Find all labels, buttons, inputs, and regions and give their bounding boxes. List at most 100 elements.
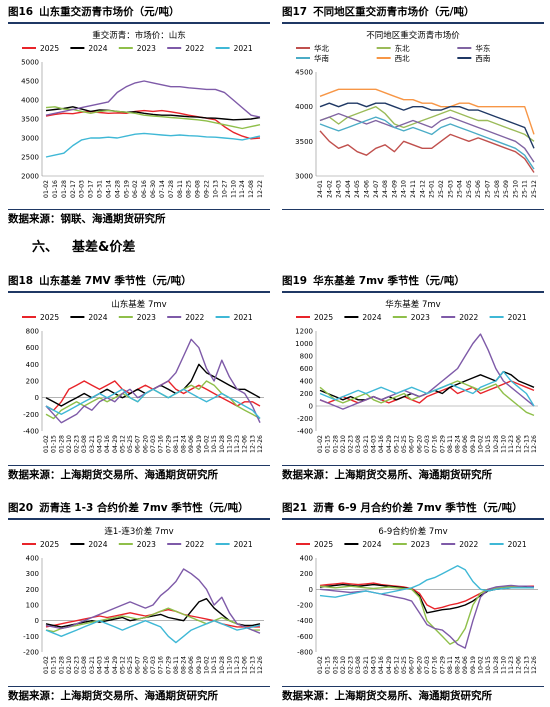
x-tick-label: 03-08 [81,435,88,453]
x-tick-label: 25-09 [503,180,510,198]
x-tick-label: 24-09 [391,180,398,198]
x-tick-label: 12-22 [257,180,264,198]
y-tick-label: 600 [26,344,39,352]
x-tick-label: 07-29 [439,435,446,453]
y-tick-label: -400 [297,428,313,436]
x-tick-label: 25-04 [457,180,464,198]
y-tick-label: 4000 [295,103,313,111]
y-tick-label: 0 [35,617,39,625]
legend-label-item: 西南 [475,53,490,63]
x-tick-label: 02-10 [66,435,73,453]
legend-label-2022: 2022 [185,313,204,322]
x-tick-label: 05-25 [127,435,134,453]
x-tick-label: 01-02 [43,435,50,453]
x-tick-label: 07-16 [432,656,439,674]
x-tick-label: 05-12 [119,435,126,453]
series-line-item [319,116,535,170]
legend-label-2021: 2021 [234,44,253,53]
chart-title: 连1-连3价差 7mv [104,526,173,537]
x-tick-label: 08-24 [455,435,462,453]
x-tick-label: 01-16 [52,180,59,198]
x-tick-label: 06-16 [141,180,148,198]
x-tick-label: 10-28 [493,656,500,674]
figure-title: 山东基差 7MV 季节性（元/吨） [39,275,192,287]
x-tick-label: 10-02 [204,435,211,453]
x-tick-label: 02-10 [66,656,73,674]
x-tick-label: 07-14 [159,180,166,198]
x-tick-label: 05-12 [119,656,126,674]
x-tick-label: 24-02 [326,180,333,198]
legend-label-2025: 2025 [40,44,59,53]
legend-label-2023: 2023 [411,313,430,322]
x-tick-label: 11-23 [508,656,515,674]
x-tick-label: 09-19 [470,435,477,453]
x-tick-label: 25-11 [522,180,529,198]
figure-number: 图18 [8,275,34,287]
y-tick-label: 800 [300,353,313,361]
x-tick-label: 07-29 [165,656,172,674]
legend-label-item: 西北 [395,54,410,63]
x-tick-label: 07-16 [432,435,439,453]
legend-label-2025: 2025 [314,313,333,322]
figure-header: 图18 山东基差 7MV 季节性（元/吨） [8,273,270,293]
x-tick-label: 05-25 [127,656,134,674]
x-tick-label: 09-06 [462,435,469,453]
x-tick-label: 04-16 [378,656,385,674]
x-tick-label: 24-05 [354,180,361,198]
figure-21-panel: 图21 沥青 6-9 月合约价差 7mv 季节性（元/吨） 6-9合约价差 7mv… [282,500,544,705]
chart-title: 重交沥青：市场价：山东 [92,30,186,41]
x-tick-label: 11-23 [234,435,241,453]
figure-header: 图17 不同地区重交沥青市场价（元/吨） [282,4,544,24]
x-tick-label: 06-07 [135,435,142,453]
x-tick-label: 08-24 [455,656,462,674]
figure-title: 沥青连 1-3 合约价差 7mv 季节性（元/吨） [39,502,249,514]
section-name: 基差&价差 [72,240,136,255]
x-tick-label: 07-03 [424,656,431,674]
figure-source: 数据来源：上海期货交易所、海通期货研究所 [282,465,544,483]
y-tick-label: 0 [309,586,313,594]
series-line-item [319,112,535,163]
basis-chart-shandong: 山东基差 7mv 2025 2024 2023 2022 2021 -400 -200 0 200… [22,299,264,453]
x-tick-label: 12-26 [257,656,264,674]
y-tick-label: 3500 [21,116,39,124]
x-tick-label: 25-12 [531,180,538,198]
x-tick-label: 06-20 [416,435,423,453]
y-tick-label: 400 [300,378,313,386]
section-number: 六、 [32,240,59,255]
series-line-2022 [45,338,261,424]
x-tick-label: 11-10 [500,656,507,674]
x-tick-label: 11-10 [230,180,237,198]
x-tick-label: 10-02 [478,656,485,674]
series-line-2021 [45,132,261,158]
y-tick-label: -400 [297,617,313,625]
x-tick-label: 08-11 [447,656,454,674]
series-line-2022 [45,568,261,634]
y-tick-label: 200 [300,570,313,578]
x-tick-label: 09-19 [196,435,203,453]
figure-number: 图20 [8,502,34,514]
series-line-2025 [45,109,261,140]
x-tick-label: 08-11 [447,435,454,453]
legend-label-2023: 2023 [411,540,430,549]
x-tick-label: 07-16 [158,435,165,453]
x-tick-label: 01-15 [325,435,332,453]
x-tick-label: 24-07 [373,180,380,198]
x-tick-label: 10-28 [493,435,500,453]
y-tick-label: -200 [23,411,39,419]
x-tick-label: 02-23 [74,435,81,453]
x-tick-label: 11-10 [226,435,233,453]
figure-title: 沥青 6-9 月合约价差 7mv 季节性（元/吨） [313,502,523,514]
x-tick-label: 12-06 [516,435,523,453]
y-tick-label: -100 [23,633,39,641]
figure-number: 图19 [282,275,308,287]
x-tick-label: 03-21 [363,435,370,453]
x-tick-label: 06-02 [132,180,139,198]
x-tick-label: 04-03 [97,656,104,674]
series-line-2023 [45,607,260,633]
x-tick-label: 03-03 [79,180,86,198]
x-tick-label: 06-30 [150,180,157,198]
figure-title: 不同地区重交沥青市场价（元/吨） [313,6,475,18]
series-line-2024 [319,370,535,401]
chart-title: 华东基差 7mv [385,299,440,310]
legend-label-2021: 2021 [234,313,253,322]
